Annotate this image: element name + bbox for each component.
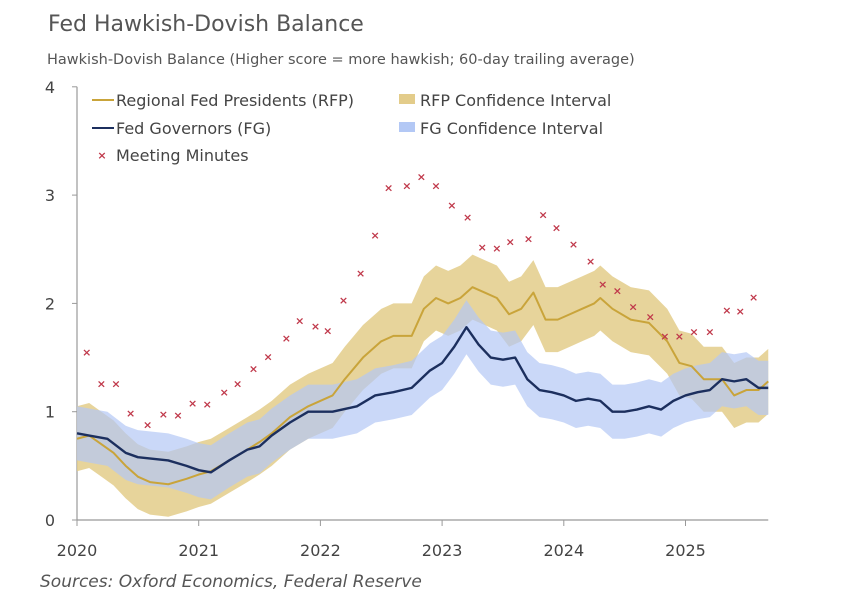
meeting-minutes-point: × <box>463 211 472 224</box>
meeting-minutes-point: × <box>203 398 212 411</box>
meeting-minutes-point: × <box>282 332 291 345</box>
meeting-minutes-point: × <box>478 241 487 254</box>
meeting-minutes-point: × <box>749 291 758 304</box>
meeting-minutes-point: × <box>613 284 622 297</box>
meeting-minutes-point: × <box>371 229 380 242</box>
meeting-minutes-point: × <box>126 407 135 420</box>
rfp-line <box>76 286 769 486</box>
meeting-minutes-point: × <box>417 171 426 184</box>
y-tick-label: 0 <box>45 511 55 530</box>
meeting-minutes-point: × <box>598 278 607 291</box>
chart-subtitle: Hawkish-Dovish Balance (Higher score = m… <box>47 52 635 68</box>
y-tick-label: 4 <box>45 78 55 97</box>
legend-rfp-ci-label: RFP Confidence Interval <box>420 91 611 110</box>
meeting-minutes-point: × <box>143 419 152 432</box>
legend-rfp-label: Regional Fed Presidents (RFP) <box>116 91 354 110</box>
meeting-minutes-point: × <box>552 222 561 235</box>
meeting-minutes-point: × <box>295 315 304 328</box>
meeting-minutes-point: × <box>402 179 411 192</box>
meeting-minutes-point: × <box>629 301 638 314</box>
x-tick-label: 2022 <box>300 541 341 560</box>
meeting-minutes-point: × <box>311 320 320 333</box>
meeting-minutes-point: × <box>447 199 456 212</box>
meeting-minutes-point: × <box>675 330 684 343</box>
meeting-minutes-point: × <box>384 182 393 195</box>
meeting-minutes-point: × <box>492 242 501 255</box>
meeting-minutes-point: × <box>524 232 533 245</box>
x-tick-label: 2021 <box>178 541 219 560</box>
y-tick-label: 3 <box>45 186 55 205</box>
meeting-minutes-point: × <box>586 255 595 268</box>
meeting-minutes-point: × <box>356 267 365 280</box>
meeting-minutes-point: × <box>159 408 168 421</box>
x-tick-label: 2023 <box>422 541 463 560</box>
legend-fg-ci-label: FG Confidence Interval <box>420 119 603 138</box>
meeting-minutes-point: × <box>506 236 515 249</box>
meeting-minutes-point: × <box>188 397 197 410</box>
legend-minutes-swatch: × <box>97 149 106 162</box>
chart-source: Sources: Oxford Economics, Federal Reser… <box>40 572 422 592</box>
y-tick-label: 2 <box>45 294 55 313</box>
meeting-minutes-point: × <box>431 179 440 192</box>
meeting-minutes-point: × <box>111 378 120 391</box>
meeting-minutes-point: × <box>82 346 91 359</box>
meeting-minutes-point: × <box>263 350 272 363</box>
meeting-minutes-point: × <box>249 362 258 375</box>
legend-rfp-ci-swatch <box>399 94 415 104</box>
chart-title: Fed Hawkish-Dovish Balance <box>48 12 364 37</box>
meeting-minutes-point: × <box>233 378 242 391</box>
meeting-minutes-point: × <box>705 326 714 339</box>
x-tick-label: 2025 <box>665 541 706 560</box>
meeting-minutes-point: × <box>660 330 669 343</box>
meeting-minutes-point: × <box>722 304 731 317</box>
meeting-minutes-point: × <box>736 305 745 318</box>
meeting-minutes-point: × <box>689 326 698 339</box>
x-tick-label: 2024 <box>543 541 584 560</box>
meeting-minutes-point: × <box>539 209 548 222</box>
meeting-minutes-point: × <box>323 324 332 337</box>
meeting-minutes-point: × <box>339 294 348 307</box>
y-tick-label: 1 <box>45 403 55 422</box>
meeting-minutes-point: × <box>646 310 655 323</box>
meeting-minutes-point: × <box>97 378 106 391</box>
legend-minutes-label: Meeting Minutes <box>116 146 249 165</box>
x-tick-label: 2020 <box>57 541 98 560</box>
legend-fg-ci-swatch <box>399 122 415 132</box>
meeting-minutes-point: × <box>173 409 182 422</box>
meeting-minutes-point: × <box>569 238 578 251</box>
meeting-minutes-point: × <box>220 386 229 399</box>
fg-line <box>76 326 769 474</box>
legend-fg-label: Fed Governors (FG) <box>116 119 271 138</box>
